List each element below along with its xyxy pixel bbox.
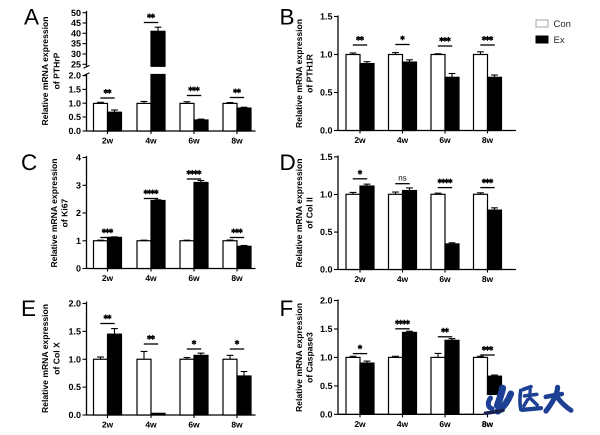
- svg-text:0.5: 0.5: [68, 112, 81, 122]
- svg-text:4w: 4w: [397, 135, 409, 145]
- svg-text:1: 1: [76, 236, 81, 246]
- svg-text:0.5: 0.5: [320, 88, 333, 98]
- svg-text:F: F: [280, 296, 294, 321]
- svg-text:1.0: 1.0: [68, 98, 81, 108]
- svg-text:D: D: [280, 150, 296, 175]
- svg-text:4w: 4w: [397, 274, 409, 284]
- svg-text:8w: 8w: [231, 273, 243, 283]
- svg-text:Relative mRNA expression: Relative mRNA expression: [294, 19, 304, 128]
- svg-text:4w: 4w: [397, 419, 409, 429]
- svg-text:40: 40: [71, 28, 81, 38]
- svg-text:Relative mRNA expression: Relative mRNA expression: [40, 16, 50, 125]
- svg-text:0.0: 0.0: [320, 126, 333, 136]
- svg-text:2.0: 2.0: [320, 296, 333, 306]
- svg-text:2w: 2w: [102, 136, 114, 146]
- svg-text:of Col X: of Col X: [52, 342, 62, 375]
- svg-text:2.0: 2.0: [68, 299, 81, 309]
- svg-text:of PTH1R: of PTH1R: [305, 53, 315, 92]
- svg-text:1.0: 1.0: [68, 354, 81, 364]
- svg-text:A: A: [24, 5, 39, 30]
- svg-text:1.0: 1.0: [320, 50, 333, 60]
- svg-text:0.0: 0.0: [320, 265, 333, 275]
- svg-text:8w: 8w: [482, 419, 494, 429]
- svg-text:45: 45: [71, 18, 81, 28]
- svg-text:of Col II: of Col II: [305, 197, 315, 229]
- svg-text:1.5: 1.5: [68, 85, 81, 95]
- svg-text:8w: 8w: [231, 136, 243, 146]
- svg-text:Ex: Ex: [554, 35, 565, 46]
- svg-text:8w: 8w: [231, 420, 243, 430]
- svg-text:6w: 6w: [188, 420, 200, 430]
- svg-text:Relative mRNA expression: Relative mRNA expression: [294, 158, 304, 267]
- svg-text:2w: 2w: [354, 419, 366, 429]
- svg-text:1.5: 1.5: [320, 12, 333, 22]
- svg-text:4: 4: [76, 153, 81, 163]
- svg-text:E: E: [21, 296, 36, 321]
- svg-text:6w: 6w: [188, 136, 200, 146]
- svg-text:C: C: [21, 150, 37, 175]
- svg-text:0.5: 0.5: [320, 227, 333, 237]
- svg-text:Con: Con: [554, 19, 571, 30]
- svg-text:1.5: 1.5: [320, 152, 333, 162]
- svg-text:2: 2: [76, 208, 81, 218]
- svg-text:2.0: 2.0: [68, 71, 81, 81]
- svg-text:0.0: 0.0: [68, 410, 81, 420]
- svg-text:of Caspase3: of Caspase3: [305, 332, 315, 383]
- svg-text:of Ki67: of Ki67: [60, 198, 70, 227]
- svg-text:2w: 2w: [102, 273, 114, 283]
- svg-text:4w: 4w: [145, 273, 157, 283]
- svg-text:2w: 2w: [354, 274, 366, 284]
- svg-text:1.0: 1.0: [320, 353, 333, 363]
- svg-text:0.0: 0.0: [320, 409, 333, 419]
- svg-text:2w: 2w: [102, 420, 114, 430]
- svg-text:Relative mRNA expression: Relative mRNA expression: [49, 158, 59, 267]
- svg-text:6w: 6w: [439, 274, 451, 284]
- svg-text:25: 25: [71, 59, 81, 69]
- svg-text:4w: 4w: [145, 136, 157, 146]
- svg-text:35: 35: [71, 39, 81, 49]
- svg-text:ns: ns: [398, 174, 406, 183]
- svg-text:1.5: 1.5: [68, 327, 81, 337]
- svg-text:30: 30: [71, 49, 81, 59]
- svg-text:B: B: [280, 5, 295, 30]
- svg-text:0.5: 0.5: [68, 382, 81, 392]
- svg-text:6w: 6w: [439, 135, 451, 145]
- svg-text:4w: 4w: [145, 420, 157, 430]
- svg-text:50: 50: [71, 8, 81, 18]
- svg-text:8w: 8w: [482, 274, 494, 284]
- svg-text:1.0: 1.0: [320, 190, 333, 200]
- svg-text:6w: 6w: [439, 419, 451, 429]
- svg-text:Relative mRNA expression: Relative mRNA expression: [40, 304, 50, 413]
- svg-text:0.5: 0.5: [320, 381, 333, 391]
- svg-text:1.5: 1.5: [320, 324, 333, 334]
- svg-text:of PTHrP: of PTHrP: [52, 52, 62, 89]
- svg-text:0: 0: [76, 264, 81, 274]
- svg-text:0.0: 0.0: [68, 126, 81, 136]
- svg-text:8w: 8w: [482, 419, 494, 429]
- svg-text:2w: 2w: [354, 135, 366, 145]
- svg-text:Relative mRNA expression: Relative mRNA expression: [294, 303, 304, 412]
- svg-text:8w: 8w: [482, 135, 494, 145]
- svg-text:6w: 6w: [188, 273, 200, 283]
- svg-text:3: 3: [76, 180, 81, 190]
